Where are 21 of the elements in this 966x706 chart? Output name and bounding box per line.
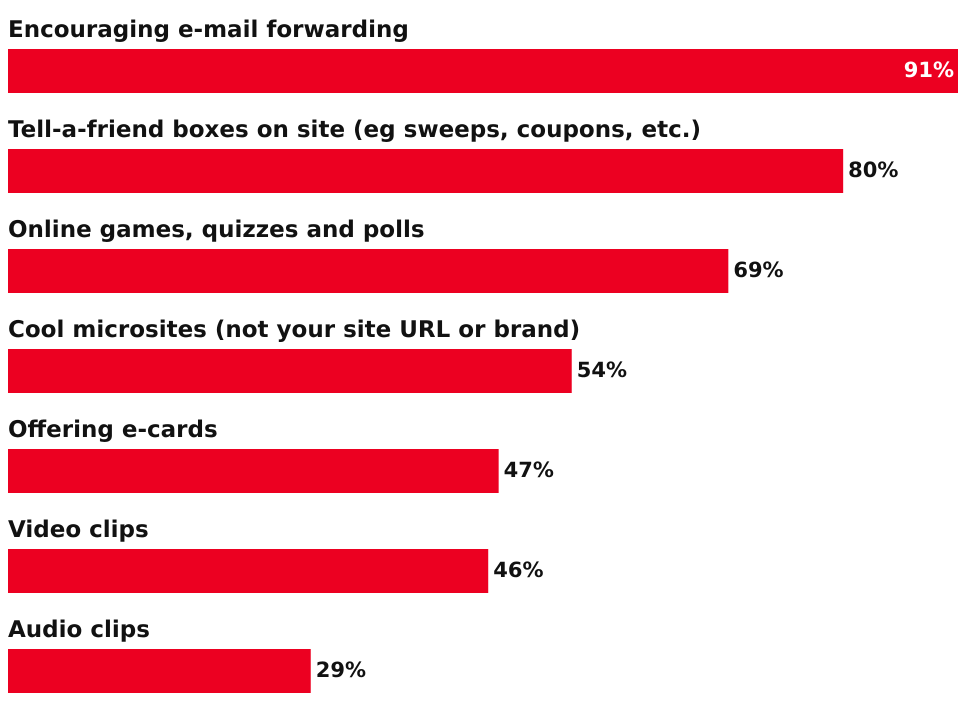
bar	[8, 249, 728, 293]
bar	[8, 149, 844, 193]
data-label: 91%	[904, 58, 954, 82]
bar	[8, 549, 488, 593]
data-label: 69%	[733, 258, 784, 282]
y-tick-label: Cool microsites (not your site URL or brand)	[8, 317, 580, 343]
data-label: 29%	[316, 658, 366, 682]
bar	[8, 649, 311, 693]
y-tick-label: Audio clips	[8, 617, 150, 643]
y-tick-label: Offering e-cards	[8, 417, 218, 443]
y-tick-label: Online games, quizzes and polls	[8, 217, 425, 243]
data-label: 80%	[848, 158, 898, 182]
y-tick-label: Tell-a-friend boxes on site (eg sweeps, coupons, etc.)	[8, 117, 702, 143]
bar	[8, 349, 572, 393]
data-label: 46%	[493, 558, 544, 582]
y-tick-label: Video clips	[8, 517, 149, 543]
bar	[8, 49, 958, 93]
y-tick-label: Encouraging e-mail forwarding	[8, 17, 409, 43]
data-label: 47%	[504, 458, 554, 482]
data-label: 54%	[576, 358, 627, 382]
bar	[8, 449, 499, 493]
